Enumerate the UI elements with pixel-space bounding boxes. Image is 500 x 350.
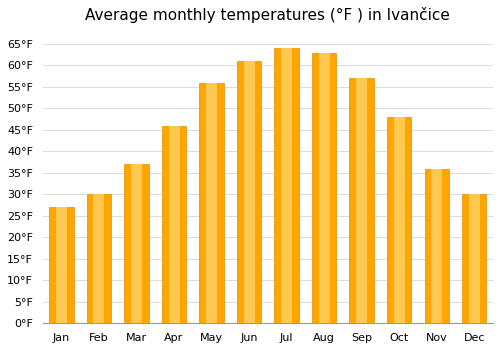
Bar xyxy=(244,61,254,323)
Bar xyxy=(432,169,442,323)
Bar xyxy=(131,164,142,323)
Bar xyxy=(56,207,67,323)
Bar xyxy=(49,207,74,323)
Bar xyxy=(469,194,480,323)
Bar xyxy=(124,164,148,323)
Bar xyxy=(87,194,111,323)
Bar xyxy=(312,52,336,323)
Bar xyxy=(318,52,330,323)
Bar xyxy=(94,194,104,323)
Bar xyxy=(200,83,224,323)
Bar xyxy=(281,48,292,323)
Bar xyxy=(424,169,449,323)
Bar xyxy=(206,83,217,323)
Bar xyxy=(274,48,299,323)
Bar xyxy=(387,117,411,323)
Bar xyxy=(462,194,486,323)
Bar xyxy=(350,78,374,323)
Bar xyxy=(356,78,367,323)
Bar xyxy=(162,126,186,323)
Bar xyxy=(394,117,404,323)
Bar xyxy=(168,126,179,323)
Title: Average monthly temperatures (°F ) in Ivančice: Average monthly temperatures (°F ) in Iv… xyxy=(86,7,450,23)
Bar xyxy=(237,61,262,323)
